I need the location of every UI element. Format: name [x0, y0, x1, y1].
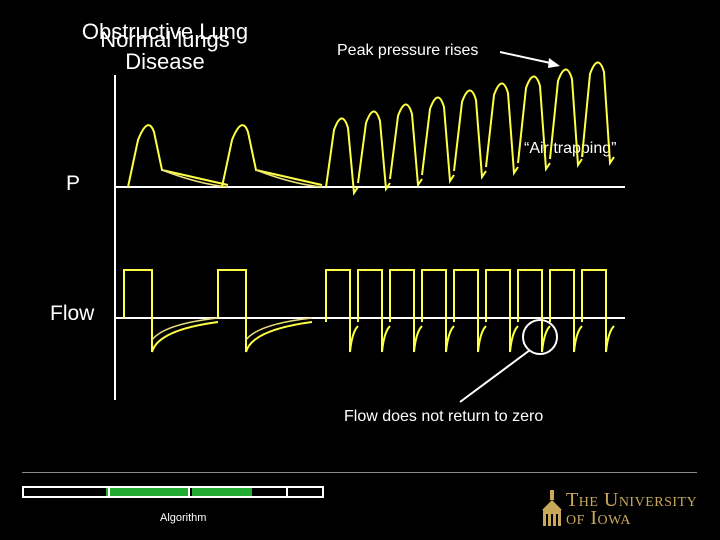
university-logo: The University of Iowa: [540, 486, 700, 530]
flow-breath: [421, 269, 455, 353]
progress-divider: [286, 488, 288, 496]
pressure-breath: [221, 124, 323, 188]
progress-active-segment-1: [106, 488, 190, 496]
progress-active-segment-2: [192, 488, 252, 496]
footer-separator: [22, 472, 697, 473]
slide-progress-bar: [22, 486, 324, 498]
flow-breath: [123, 269, 219, 353]
flow-axis-label: Flow: [50, 302, 95, 325]
flow-breath: [217, 269, 313, 353]
peak-pressure-arrowhead: [548, 58, 560, 68]
pressure-breath-faint: [255, 169, 323, 188]
logo-line-2: of Iowa: [566, 507, 631, 529]
logo-line-1: The University: [566, 489, 698, 511]
pressure-breath: [325, 117, 359, 196]
pressure-breath: [517, 75, 551, 172]
old-capitol-icon: [542, 490, 562, 526]
pressure-breath: [485, 82, 519, 176]
air-trapping-annotation: “Air trapping”: [524, 140, 617, 157]
pressure-breath: [389, 103, 423, 188]
flow-breath: [389, 269, 423, 353]
flow-breath: [517, 269, 551, 353]
algorithm-label: Algorithm: [160, 512, 207, 524]
flow-breath: [357, 269, 391, 353]
flow-breath: [581, 269, 615, 353]
flow-not-zero-annotation: Flow does not return to zero: [344, 408, 544, 425]
title-disease: Disease: [125, 49, 205, 74]
pressure-breath: [357, 110, 391, 192]
pressure-breath: [421, 96, 455, 184]
peak-pressure-annotation: Peak pressure rises: [337, 42, 479, 59]
flow-breath-faint: [151, 317, 219, 341]
pressure-breath: [127, 124, 229, 188]
flow-breath: [453, 269, 487, 353]
flow-waveforms: [123, 269, 615, 353]
progress-divider: [108, 488, 110, 496]
pressure-breath: [549, 68, 583, 168]
peak-pressure-arrow: [499, 51, 556, 65]
pressure-breath: [581, 61, 615, 167]
title-normal-lungs: Normal lungs: [100, 27, 230, 52]
pressure-breath: [453, 89, 487, 180]
pressure-waveforms: [127, 61, 615, 196]
flow-annotation-line: [459, 349, 531, 403]
flow-breath: [549, 269, 583, 353]
flow-highlight-circle: [522, 319, 558, 355]
title-obstructive: Obstructive Lung: [81, 19, 249, 44]
flow-breath-faint: [245, 317, 313, 341]
pressure-axis-label: P: [66, 172, 81, 195]
flow-breath: [325, 269, 359, 353]
flow-breath: [485, 269, 519, 353]
